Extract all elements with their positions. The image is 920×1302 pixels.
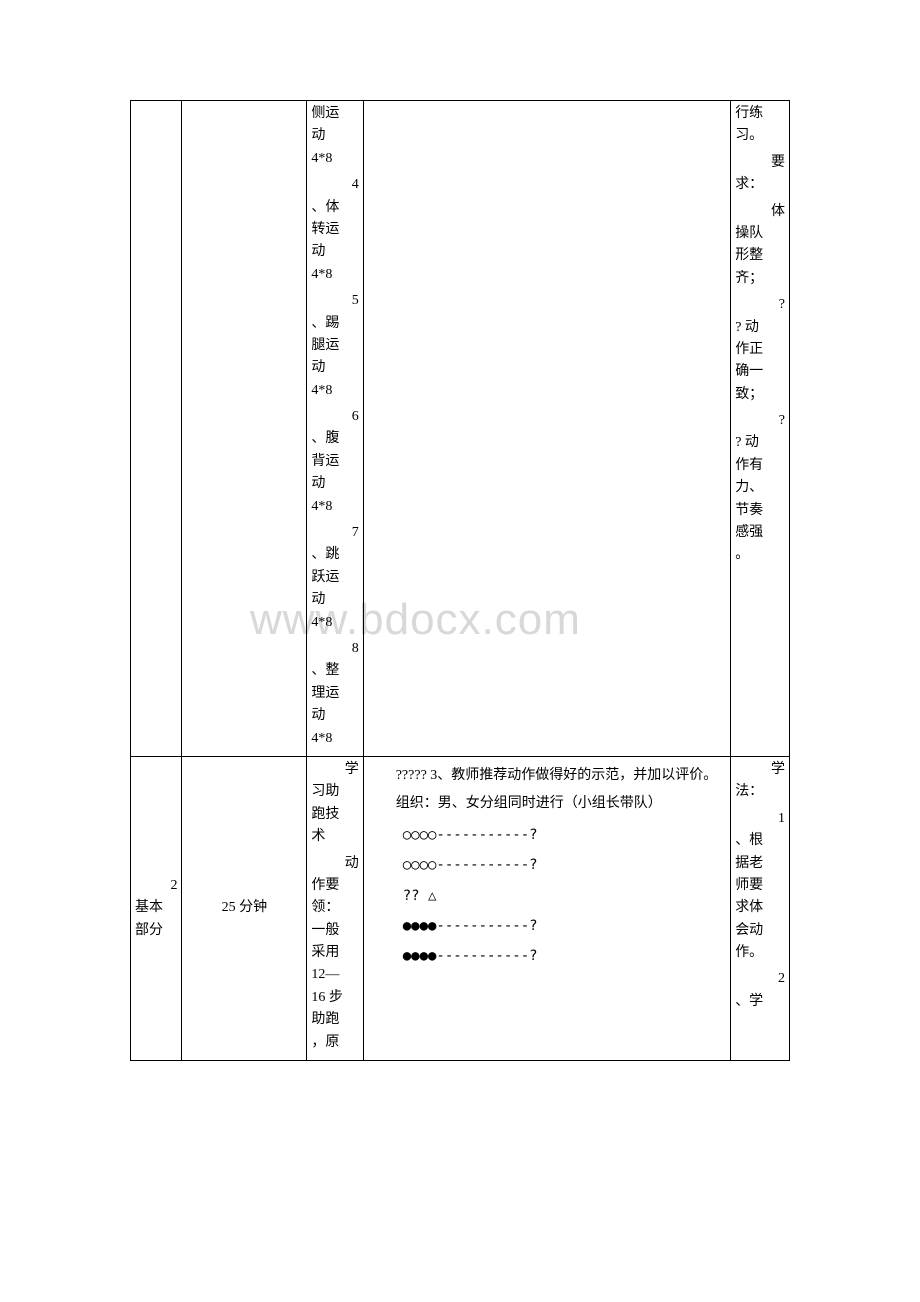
content-label: 动: [311, 853, 358, 875]
exercise-number: 4: [311, 174, 358, 196]
section-number: 2: [135, 875, 177, 897]
note-text: 习。: [735, 128, 763, 143]
table-row: 侧运 动 4*8 4 、体 转运 动 4*8 5 、踢 腿运 动 4*8 6 、…: [131, 101, 790, 757]
content-text: 术: [311, 829, 325, 844]
note-text: 求：: [735, 177, 763, 192]
duration-cell: 25 分钟: [182, 756, 307, 1060]
exercise-text: 动: [311, 476, 325, 491]
exercise-text: 、跳: [311, 547, 339, 562]
exercise-text: 动: [311, 128, 325, 143]
formation-symbols: ○○○○-----------?: [368, 854, 726, 876]
formation-symbols: ○○○○-----------?: [368, 824, 726, 846]
content-text: 12—: [311, 967, 339, 982]
note-text: 齐；: [735, 271, 763, 286]
notes-cell: 行练 习。 要 求： 体 操队 形整 齐； ? ? 动 作正 确一 致； ?: [731, 101, 790, 757]
exercise-text: 、踢: [311, 316, 339, 331]
note-label: 体: [735, 201, 785, 223]
note-text: 操队: [735, 226, 763, 241]
content-text: ，原: [311, 1035, 339, 1050]
note-label: ?: [735, 410, 785, 432]
content-text: 一般: [311, 923, 339, 938]
exercise-rep: 4*8: [311, 615, 332, 630]
exercise-text: 腿运: [311, 338, 339, 353]
note-text: 感强: [735, 525, 763, 540]
content-cell: 学 习助 跑技 术 动 作要 领： 一般 采用 12— 16 步 助跑 ，原: [307, 756, 363, 1060]
note-number: 1: [735, 808, 785, 830]
exercise-text: 跃运: [311, 570, 339, 585]
section-cell: [131, 101, 182, 757]
exercise-rep: 4*8: [311, 267, 332, 282]
lesson-plan-table: 侧运 动 4*8 4 、体 转运 动 4*8 5 、踢 腿运 动 4*8 6 、…: [130, 100, 790, 1061]
content-text: 跑技: [311, 807, 339, 822]
content-text: 助跑: [311, 1012, 339, 1027]
exercise-number: 5: [311, 290, 358, 312]
note-text: ? 动: [735, 320, 759, 335]
note-text: 求体: [735, 900, 763, 915]
exercise-rep: 4*8: [311, 383, 332, 398]
note-text: 。: [735, 547, 749, 562]
note-text: 、根: [735, 833, 763, 848]
content-text: 领：: [311, 900, 339, 915]
exercise-text: 转运: [311, 222, 339, 237]
note-text: ? 动: [735, 435, 759, 450]
note-text: 力、: [735, 480, 763, 495]
activity-cell: [363, 101, 730, 757]
exercise-text: 动: [311, 708, 325, 723]
section-text: 基本: [135, 900, 163, 915]
note-text: 会动: [735, 923, 763, 938]
note-text: 致；: [735, 387, 763, 402]
exercise-text: 理运: [311, 686, 339, 701]
note-text: 师要: [735, 878, 763, 893]
exercise-rep: 4*8: [311, 151, 332, 166]
content-cell: 侧运 动 4*8 4 、体 转运 动 4*8 5 、踢 腿运 动 4*8 6 、…: [307, 101, 363, 757]
activity-paragraph: ????? 3、教师推荐动作做得好的示范，并加以评价。: [368, 765, 726, 787]
formation-symbols: ?? △: [368, 885, 726, 907]
note-text: 作正: [735, 342, 763, 357]
note-text: 确一: [735, 364, 763, 379]
table-row: 2 基本 部分 25 分钟 学 习助 跑技 术 动 作要 领： 一般 采用 12…: [131, 756, 790, 1060]
note-text: 节奏: [735, 503, 763, 518]
note-label: 要: [735, 152, 785, 174]
note-label: ?: [735, 294, 785, 316]
note-text: 据老: [735, 856, 763, 871]
note-text: 法：: [735, 784, 763, 799]
exercise-text: 侧运: [311, 106, 339, 121]
note-text: 形整: [735, 248, 763, 263]
note-number: 2: [735, 968, 785, 990]
section-text: 部分: [135, 923, 163, 938]
content-text: 作要: [311, 878, 339, 893]
duration-cell: [182, 101, 307, 757]
exercise-number: 7: [311, 522, 358, 544]
notes-cell: 学 法： 1 、根 据老 师要 求体 会动 作。 2 、学: [731, 756, 790, 1060]
exercise-text: 、整: [311, 663, 339, 678]
note-label: 学: [735, 759, 785, 781]
note-text: 、学: [735, 994, 763, 1009]
exercise-text: 背运: [311, 454, 339, 469]
exercise-number: 8: [311, 638, 358, 660]
exercise-text: 动: [311, 592, 325, 607]
activity-cell: ????? 3、教师推荐动作做得好的示范，并加以评价。 组织：男、女分组同时进行…: [363, 756, 730, 1060]
exercise-number: 6: [311, 406, 358, 428]
content-text: 采用: [311, 945, 339, 960]
exercise-text: 动: [311, 244, 325, 259]
note-text: 作。: [735, 945, 763, 960]
exercise-text: 、腹: [311, 431, 339, 446]
section-cell: 2 基本 部分: [131, 756, 182, 1060]
note-text: 作有: [735, 458, 763, 473]
formation-symbols: ●●●●-----------?: [368, 915, 726, 937]
exercise-rep: 4*8: [311, 731, 332, 746]
content-text: 习助: [311, 784, 339, 799]
exercise-text: 动: [311, 360, 325, 375]
content-label: 学: [311, 759, 358, 781]
note-text: 行练: [735, 106, 763, 121]
exercise-rep: 4*8: [311, 499, 332, 514]
exercise-text: 、体: [311, 200, 339, 215]
activity-paragraph: 组织：男、女分组同时进行（小组长带队）: [368, 793, 726, 815]
formation-symbols: ●●●●-----------?: [368, 945, 726, 967]
content-text: 16 步: [311, 990, 343, 1005]
